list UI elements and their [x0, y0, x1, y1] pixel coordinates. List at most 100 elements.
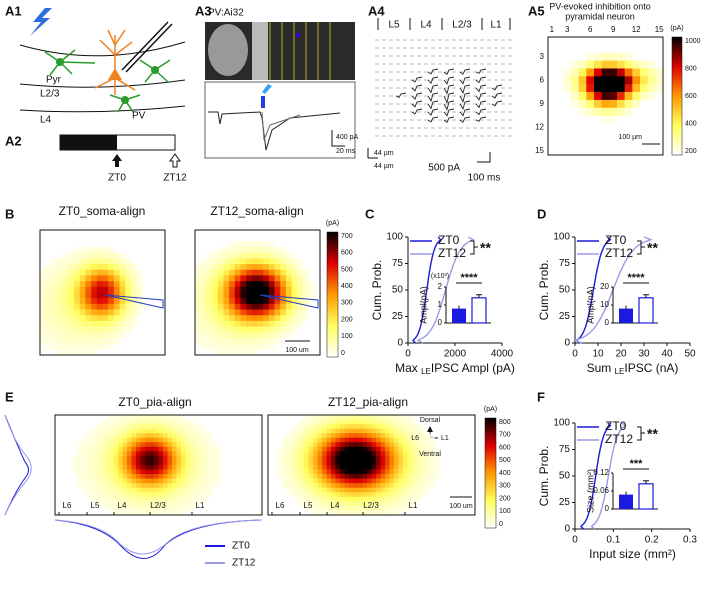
heat-cell: [403, 469, 408, 475]
heat-cell: [119, 332, 126, 339]
heat-cell: [185, 455, 191, 461]
heat-cell: [335, 460, 341, 466]
inset-significance: ****: [460, 272, 478, 284]
heat-cell: [77, 442, 83, 448]
x-tick-label: 15: [655, 25, 664, 34]
heat-cell: [412, 419, 417, 425]
heat-cell: [376, 455, 381, 461]
colorbar-tick: 800: [685, 65, 697, 72]
heat-cell: [286, 433, 291, 439]
heat-cell: [208, 460, 213, 466]
heat-cell: [140, 424, 146, 429]
heat-cell: [268, 332, 275, 339]
heat-cell: [263, 269, 270, 276]
heat-cell: [617, 107, 625, 116]
heat-cell: [113, 465, 119, 470]
heat-cell: [380, 487, 386, 493]
heat-cell: [62, 315, 69, 322]
heat-cell: [286, 487, 291, 493]
scale-label: 500 pA: [428, 163, 460, 174]
heat-cell: [407, 505, 413, 511]
heat-cell: [91, 247, 98, 254]
heat-cell: [104, 487, 110, 493]
heat-cell: [154, 492, 159, 498]
heat-cell: [376, 474, 381, 479]
heat-cell: [136, 455, 141, 461]
heat-cell: [398, 451, 404, 457]
heat-cell: [389, 474, 395, 479]
heat-cell: [108, 337, 115, 344]
heat-cell: [217, 455, 222, 461]
heat-cell: [331, 415, 336, 420]
heat-cell: [108, 298, 115, 305]
heat-cell: [104, 465, 110, 470]
trace: [475, 92, 487, 101]
heat-cell: [416, 460, 422, 466]
heat-cell: [181, 424, 186, 429]
heat-cell: [416, 451, 422, 457]
heat-cell: [380, 442, 386, 448]
heat-cell: [331, 505, 336, 511]
heat-cell: [68, 315, 75, 322]
heat-cell: [268, 258, 275, 265]
heat-cell: [158, 451, 164, 457]
heat-cell: [206, 337, 213, 344]
heat-cell: [617, 60, 625, 69]
heat-cell: [136, 442, 141, 448]
heatmap-frame: [194, 229, 321, 356]
heat-cell: [430, 474, 435, 479]
heat-cell: [246, 258, 253, 265]
heat-cell: [122, 451, 128, 457]
heat-cell: [234, 315, 241, 322]
heat-cell: [380, 496, 386, 502]
heat-cell: [286, 451, 291, 457]
heat-cell: [125, 258, 132, 265]
heat-cell: [195, 286, 201, 293]
heat-cell: [286, 446, 291, 452]
legend-label: ZT0: [605, 233, 627, 247]
heat-cell: [104, 496, 110, 502]
heat-cell: [154, 437, 159, 443]
heat-cell: [95, 501, 101, 507]
heat-cell: [308, 505, 314, 511]
heat-cell: [96, 258, 103, 265]
heat-cell: [385, 510, 390, 516]
scale-label: 100 um: [449, 503, 473, 510]
heat-cell: [322, 428, 327, 434]
heat-cell: [163, 415, 168, 420]
heat-cell: [79, 286, 86, 293]
heat-cell: [376, 460, 381, 466]
heat-cell: [295, 496, 300, 502]
heat-cell: [195, 332, 201, 339]
heat-cell: [385, 437, 390, 443]
heat-cell: [340, 424, 345, 429]
heat-cell: [234, 241, 241, 248]
heat-cell: [172, 483, 177, 489]
heat-cell: [140, 442, 146, 448]
heat-cell: [68, 309, 75, 316]
panel-title: ZT12_soma-align: [210, 204, 303, 218]
heat-cell: [73, 465, 78, 470]
heat-cell: [102, 332, 109, 339]
heat-cell: [85, 309, 92, 316]
heat-cell: [340, 469, 345, 475]
heat-cell: [85, 332, 92, 339]
heat-cell: [100, 474, 105, 479]
heat-cell: [131, 492, 137, 498]
heat-cell: [181, 415, 186, 420]
heat-cell: [136, 483, 141, 489]
heatmap-frame: [54, 414, 263, 516]
scale-label: 100 µm: [619, 134, 643, 141]
heat-cell: [601, 99, 610, 109]
heat-cell: [217, 474, 222, 479]
heat-cell: [149, 415, 155, 420]
heat-cell: [353, 433, 359, 439]
heat-cell: [86, 437, 92, 443]
heat-cell: [317, 483, 323, 489]
heat-cell: [131, 505, 137, 511]
heat-cell: [57, 349, 64, 356]
heat-cell: [118, 478, 123, 484]
heat-cell: [274, 275, 281, 282]
heat-cell: [340, 451, 345, 457]
heat-cell: [40, 303, 46, 310]
